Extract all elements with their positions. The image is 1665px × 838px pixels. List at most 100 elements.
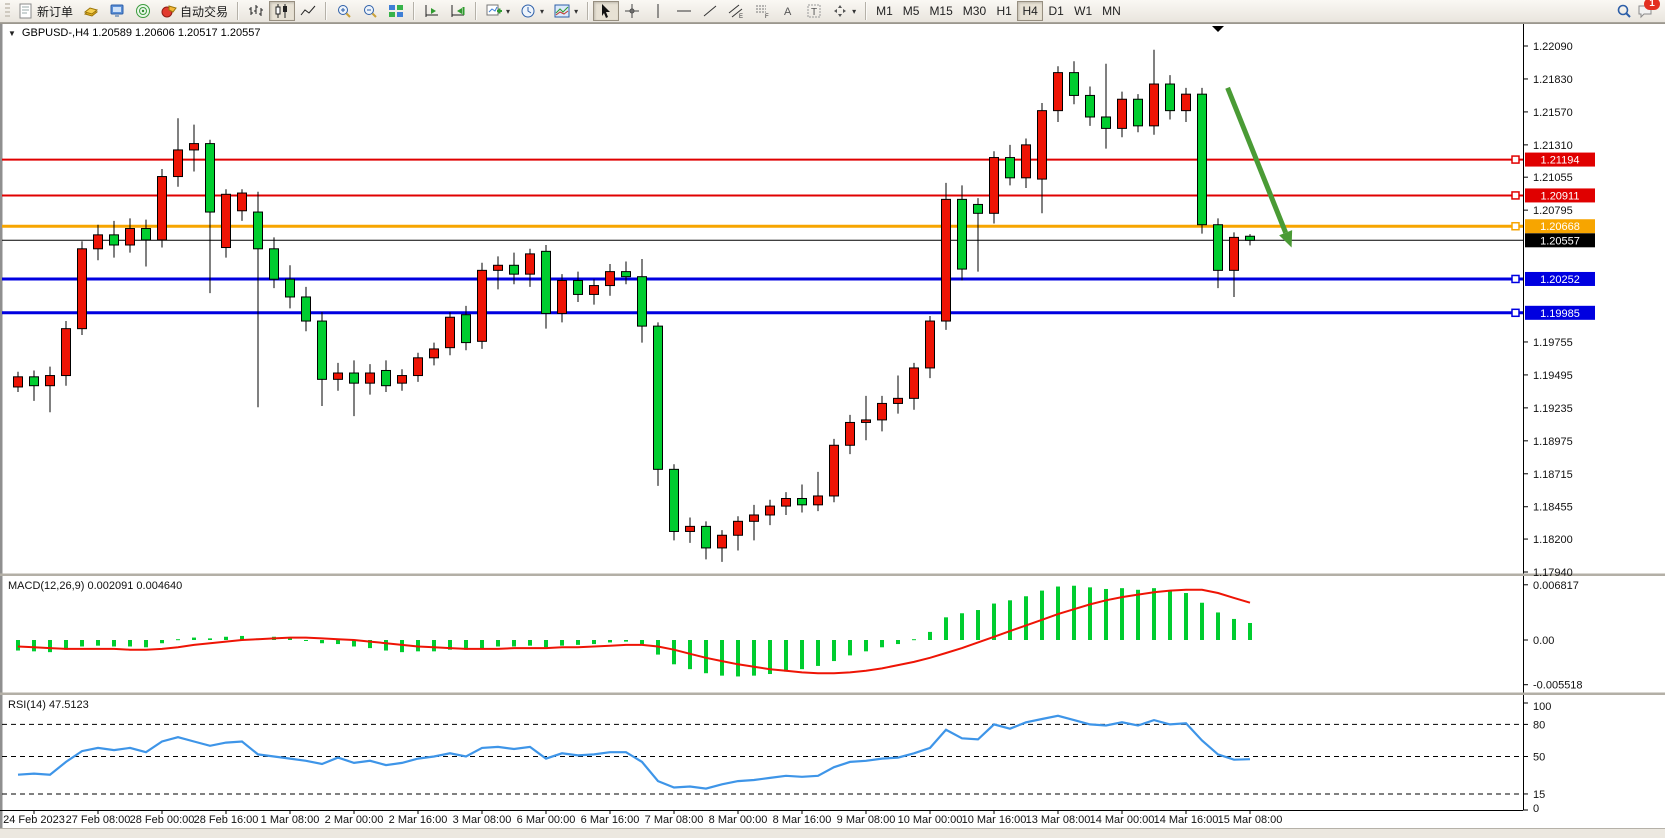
timeframe-W1[interactable]: W1 [1069, 1, 1097, 21]
candle-body [1149, 83, 1159, 127]
search-button[interactable] [1611, 1, 1637, 21]
tile-windows-button[interactable] [383, 1, 409, 21]
line-handle[interactable] [1511, 221, 1520, 231]
candle-chart-button[interactable] [269, 1, 296, 21]
time-label: 27 Feb 08:00 [66, 814, 131, 826]
gold-ledger-button[interactable] [78, 1, 104, 21]
candle-body [701, 525, 711, 549]
timeframe-H4[interactable]: H4 [1017, 1, 1044, 21]
candle-body [1117, 98, 1127, 129]
candle-body [829, 444, 839, 497]
zoom-in-button[interactable] [331, 1, 357, 21]
time-axis: 24 Feb 2023 27 Feb 08:00 28 Feb 00:00 28 Fe… [3, 810, 1282, 826]
timeframe-D1[interactable]: D1 [1043, 1, 1069, 21]
macd-histogram-bar [992, 603, 996, 640]
chart-scroll-marker[interactable] [1212, 26, 1224, 32]
price-tick-label: 1.19235 [1533, 403, 1573, 415]
notifications-button[interactable]: 1 [1637, 0, 1660, 19]
text-tool-icon: A [784, 6, 792, 18]
candle-body [845, 421, 855, 446]
cursor-tool-button[interactable] [593, 1, 620, 21]
candle-body [653, 325, 663, 470]
candle-body [973, 203, 983, 214]
templates-button[interactable]: ▾ [549, 1, 583, 21]
separator [587, 2, 590, 20]
line-handle[interactable] [1511, 155, 1520, 164]
horizontal-line-tool-button[interactable] [671, 1, 697, 21]
macd-histogram-bar [736, 640, 740, 677]
timeframe-M1[interactable]: M1 [871, 1, 898, 21]
vertical-line-tool-button[interactable] [645, 1, 671, 21]
timeframe-H1[interactable]: H1 [991, 1, 1017, 21]
periods-clock-button[interactable]: ▾ [515, 1, 549, 21]
client-terminal-button[interactable] [104, 1, 130, 21]
trend-arrow-annotation[interactable] [1225, 86, 1293, 248]
candle-body [349, 372, 359, 384]
macd-histogram-bar [160, 640, 164, 644]
price-badge-label: 1.21194 [1541, 155, 1580, 167]
macd-histogram-bar [1248, 622, 1252, 640]
equidistant-channel-tool-button[interactable]: E [723, 1, 749, 21]
text-tool-button[interactable]: A [775, 1, 801, 21]
candle-body [13, 376, 23, 388]
price-badge-label: 1.20557 [1540, 235, 1580, 247]
time-label: 28 Feb 00:00 [130, 814, 195, 826]
line-handle[interactable] [1511, 274, 1520, 284]
time-label: 14 Mar 00:00 [1090, 814, 1155, 826]
time-label: 9 Mar 08:00 [837, 814, 896, 826]
rsi-axis-label: 0 [1533, 803, 1539, 815]
search-icon [1617, 4, 1631, 18]
time-label: 6 Mar 16:00 [581, 814, 640, 826]
bar-chart-button[interactable] [243, 1, 269, 21]
timeframe-MN[interactable]: MN [1097, 1, 1126, 21]
crosshair-tool-button[interactable] [619, 1, 645, 21]
signal-sonar-button[interactable] [130, 1, 156, 21]
line-chart-icon [300, 5, 316, 16]
price-badge-label: 1.20668 [1540, 221, 1580, 233]
separator [237, 2, 240, 20]
main-toolbar: 新订单 [0, 0, 1665, 23]
line-handle[interactable] [1511, 308, 1520, 318]
timeframe-M15[interactable]: M15 [924, 1, 957, 21]
zoom-out-button[interactable] [357, 1, 383, 21]
price-badge [1525, 152, 1595, 167]
macd-histogram-bar [752, 640, 756, 676]
macd-histogram-bar [48, 640, 52, 653]
macd-histogram-bar [1152, 588, 1156, 640]
candle-body [205, 143, 215, 213]
trendline-icon [703, 5, 717, 17]
timeframe-M30[interactable]: M30 [958, 1, 991, 21]
gold-ledger-icon [83, 7, 99, 17]
candle-body [381, 369, 391, 387]
time-label: 2 Mar 00:00 [325, 814, 384, 826]
time-label: 28 Feb 16:00 [194, 814, 259, 826]
new-order-button[interactable]: 新订单 [13, 1, 78, 21]
arrows-tool-button[interactable]: ▾ [827, 1, 861, 21]
macd-histogram-bar [576, 640, 580, 645]
chart-shift-button[interactable] [445, 1, 471, 21]
equidistant-channel-icon: E [728, 4, 743, 19]
trendline-tool-button[interactable] [697, 1, 723, 21]
candle-body [157, 176, 167, 241]
candle-body [429, 348, 439, 359]
rsi-panel-separator [0, 692, 1665, 695]
timeframe-M5[interactable]: M5 [898, 1, 925, 21]
toolbar-grip[interactable] [5, 3, 10, 19]
symbol-dropdown-icon[interactable]: ▼ [8, 28, 16, 38]
fibonacci-tool-button[interactable]: F [749, 1, 775, 21]
new-chart-button[interactable]: ▾ [481, 1, 515, 21]
auto-scroll-button[interactable] [419, 1, 445, 21]
price-tick-label: 1.19755 [1533, 337, 1573, 349]
autotrade-icon [161, 5, 177, 18]
macd-histogram-bar [944, 617, 948, 640]
macd-histogram-bar [624, 640, 628, 642]
macd-histogram-bar [320, 640, 324, 644]
autotrade-button[interactable]: 自动交易 [156, 1, 233, 21]
macd-histogram-bar [608, 640, 612, 643]
line-handle[interactable] [1511, 191, 1520, 200]
line-chart-button[interactable] [295, 1, 321, 21]
candle-body [669, 468, 679, 532]
text-label-tool-button[interactable]: T [801, 1, 827, 21]
